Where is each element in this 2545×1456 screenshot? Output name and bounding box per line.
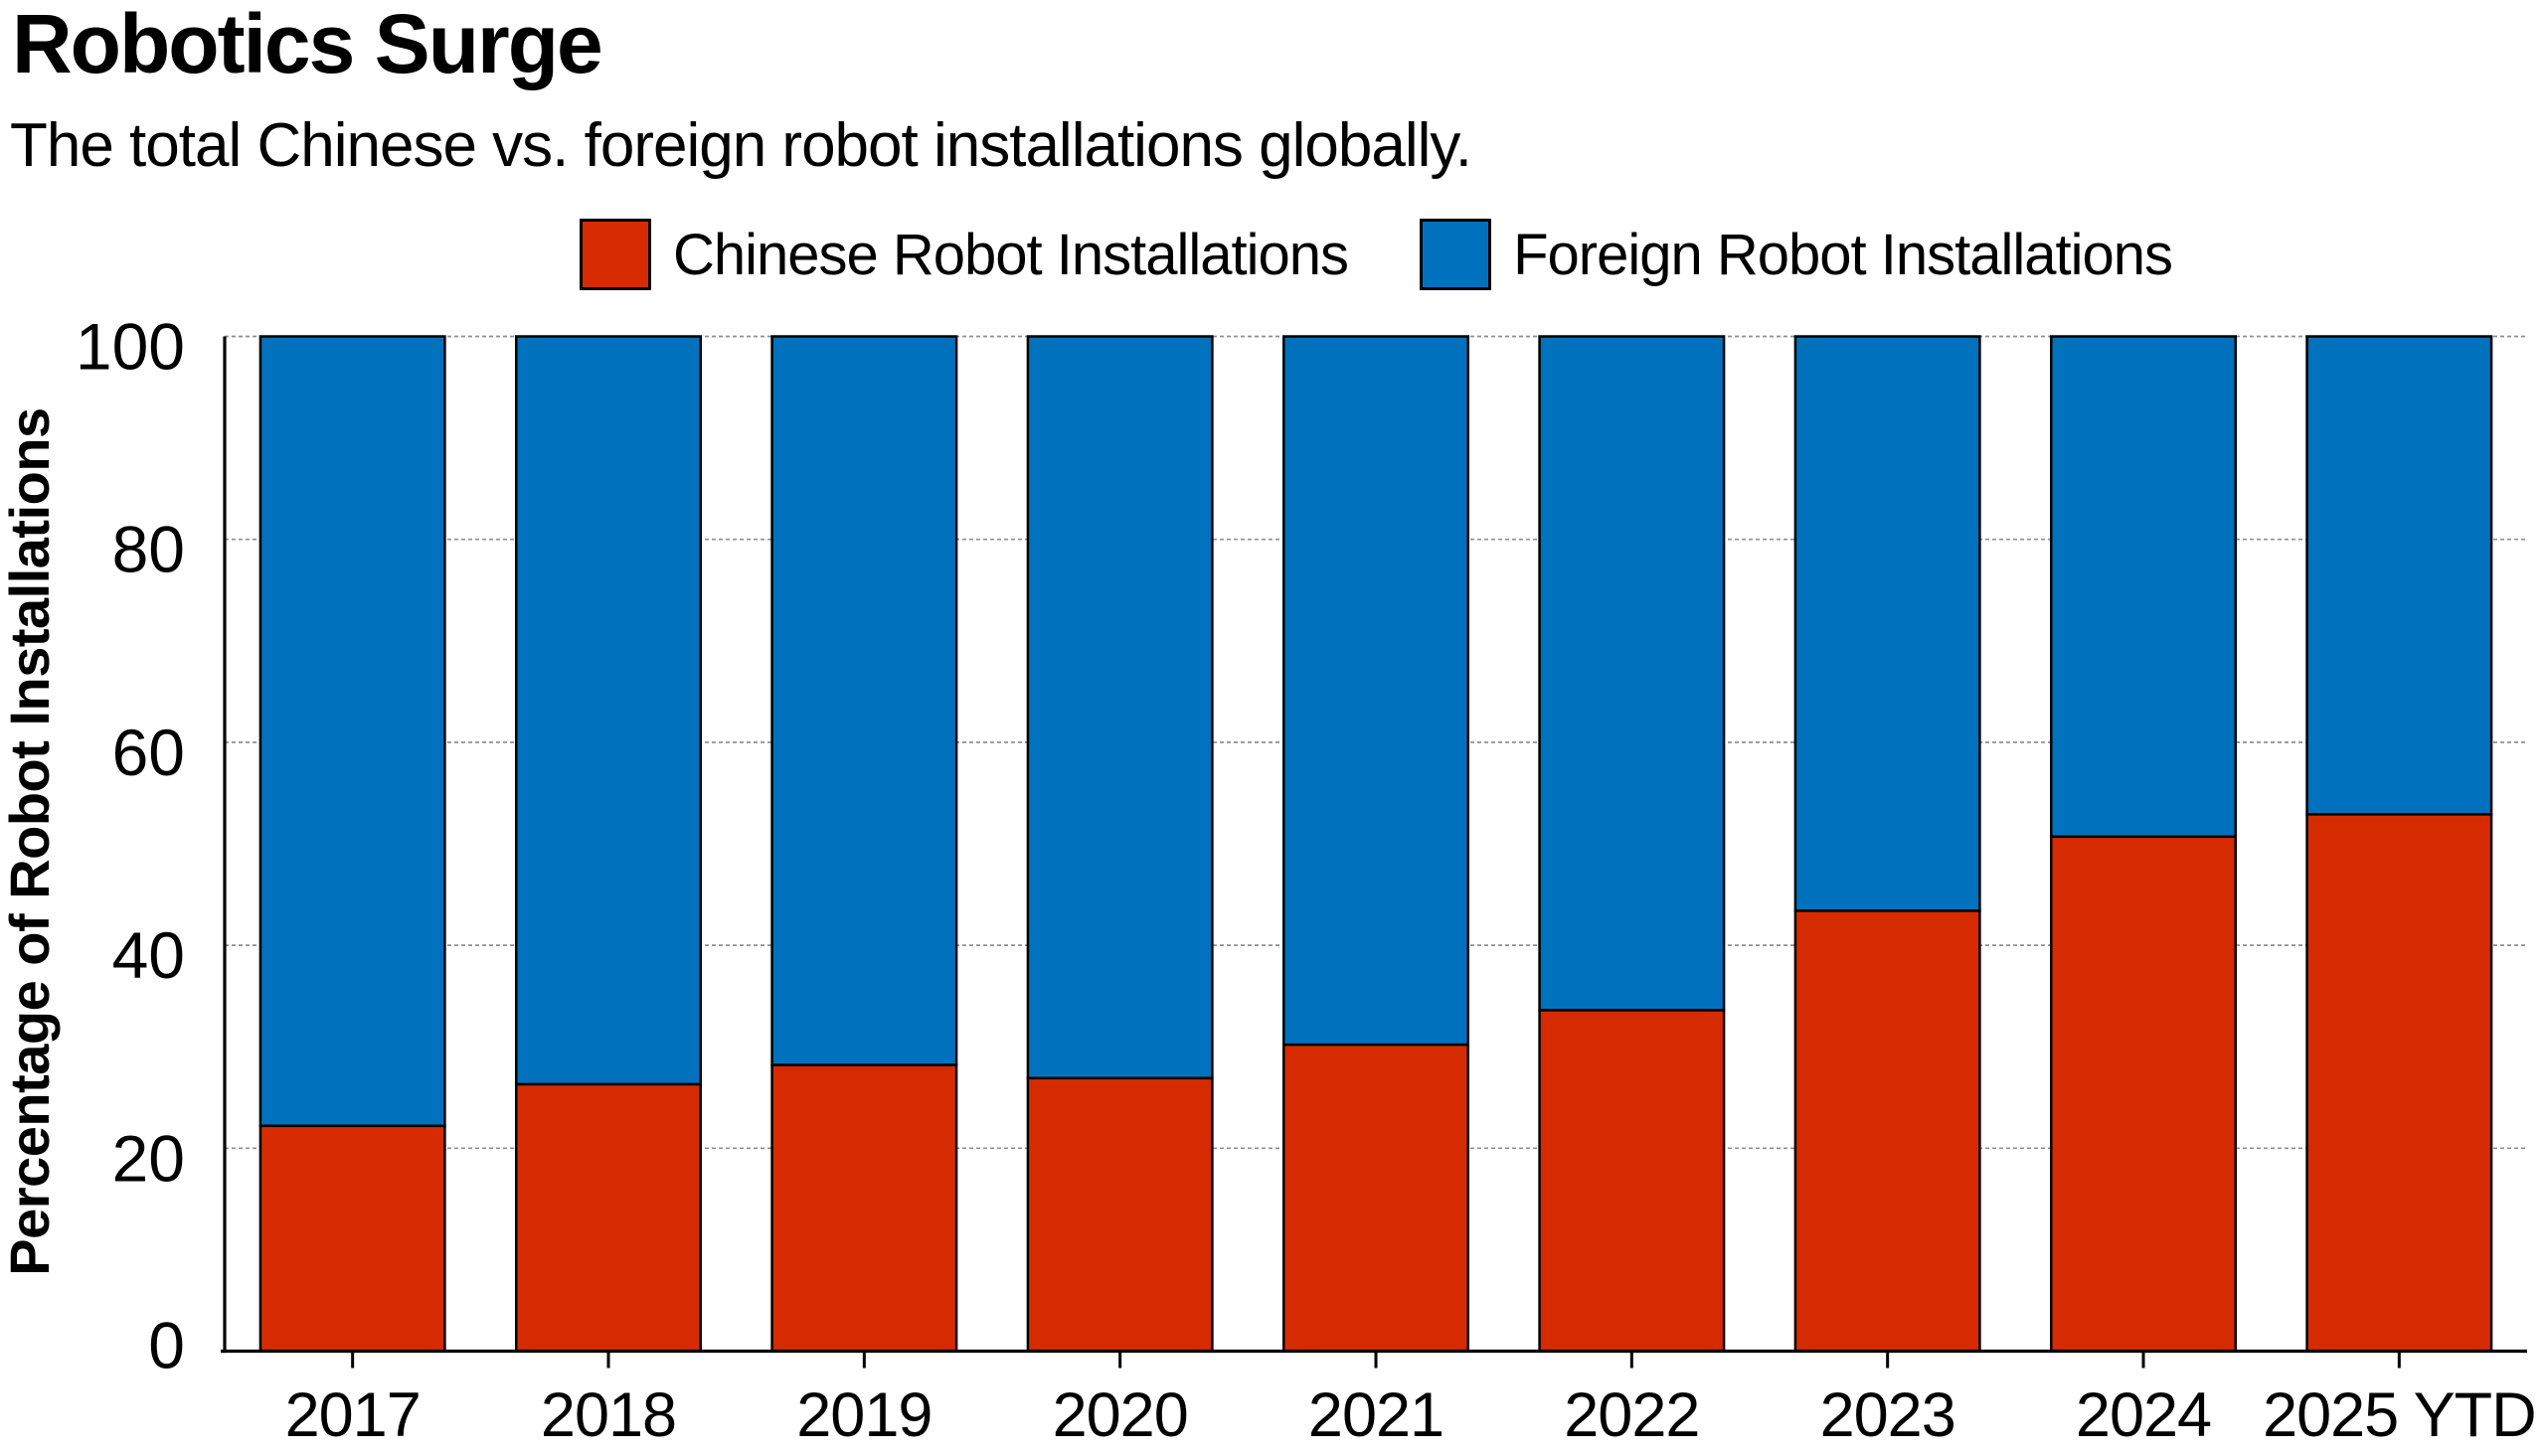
y-tick-label-100: 100 bbox=[76, 310, 185, 384]
legend-swatch-chinese bbox=[579, 219, 651, 290]
y-tick-label-80: 80 bbox=[112, 513, 185, 586]
x-label-2023: 2023 bbox=[1820, 1380, 1955, 1450]
chart-subtitle: The total Chinese vs. foreign robot inst… bbox=[10, 111, 1472, 180]
bar-foreign-2023 bbox=[1793, 335, 1981, 912]
y-tick-label-60: 60 bbox=[112, 716, 185, 789]
bar-chinese-2022 bbox=[1538, 1009, 1726, 1353]
bar-foreign-2018 bbox=[515, 335, 702, 1086]
x-label-2018: 2018 bbox=[541, 1380, 676, 1450]
bar-chinese-2024 bbox=[2050, 835, 2237, 1353]
x-label-2020: 2020 bbox=[1053, 1380, 1188, 1450]
bar-chinese-2019 bbox=[770, 1063, 958, 1353]
bar-chinese-2020 bbox=[1026, 1076, 1214, 1353]
y-tick-label-40: 40 bbox=[112, 918, 185, 992]
bar-foreign-2017 bbox=[258, 335, 446, 1128]
x-label-2021: 2021 bbox=[1308, 1380, 1443, 1450]
x-label-2024: 2024 bbox=[2076, 1380, 2211, 1450]
y-tick-label-0: 0 bbox=[148, 1309, 185, 1382]
legend-label-chinese: Chinese Robot Installations bbox=[672, 222, 1349, 287]
bar-foreign-2025-ytd bbox=[2305, 335, 2493, 816]
y-axis-title: Percentage of Robot Installations bbox=[0, 407, 61, 1275]
bar-foreign-2022 bbox=[1538, 335, 1726, 1012]
bar-chinese-2021 bbox=[1282, 1043, 1469, 1353]
bar-foreign-2021 bbox=[1282, 335, 1469, 1047]
bar-foreign-2024 bbox=[2050, 335, 2237, 839]
legend-item-chinese: Chinese Robot Installations bbox=[579, 219, 1349, 290]
legend-item-foreign: Foreign Robot Installations bbox=[1420, 219, 2173, 290]
x-label-2019: 2019 bbox=[796, 1380, 932, 1450]
bar-chinese-2025-ytd bbox=[2305, 813, 2493, 1353]
x-label-2022: 2022 bbox=[1564, 1380, 1699, 1450]
chart-title: Robotics Surge bbox=[12, 0, 603, 90]
legend-swatch-foreign bbox=[1420, 219, 1492, 290]
x-label-2017: 2017 bbox=[285, 1380, 421, 1450]
y-tick-label-20: 20 bbox=[112, 1121, 185, 1195]
bar-chinese-2023 bbox=[1793, 909, 1981, 1353]
bar-foreign-2019 bbox=[770, 335, 958, 1066]
bar-chinese-2018 bbox=[515, 1082, 702, 1353]
bar-foreign-2020 bbox=[1026, 335, 1214, 1080]
bar-chinese-2017 bbox=[258, 1124, 446, 1353]
legend-label-foreign: Foreign Robot Installations bbox=[1513, 222, 2173, 287]
x-label-2025-ytd: 2025 YTD bbox=[2263, 1380, 2536, 1450]
legend: Chinese Robot Installations Foreign Robo… bbox=[225, 215, 2527, 294]
